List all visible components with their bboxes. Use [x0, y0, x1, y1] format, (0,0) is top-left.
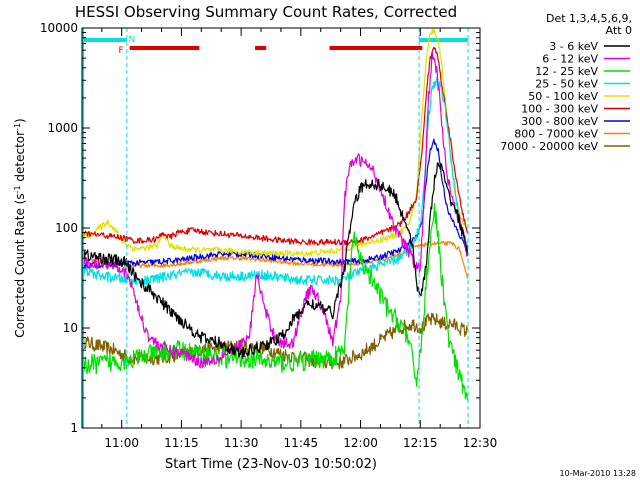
legend-label-8: 7000 - 20000 keV	[500, 140, 598, 153]
y-axis-label-exp-2: -1	[13, 123, 22, 131]
x-tick-label-5: 12:15	[403, 436, 438, 450]
y-tick-label-4: 10000	[40, 21, 78, 35]
axes: 11:00 11:15 11:30 11:45 12:00 12:15 12:30 1 10 10…	[40, 21, 497, 450]
series-line-5	[82, 46, 469, 246]
legend-label-0: 3 - 6 keV	[549, 40, 598, 53]
x-tick-label-0: 11:00	[104, 436, 139, 450]
series-line-4	[82, 28, 469, 258]
series-line-6	[82, 138, 469, 269]
y-axis-label-exp-1: -1	[13, 185, 22, 193]
legend-label-6: 300 - 800 keV	[521, 115, 598, 128]
x-tick-label-1: 11:15	[164, 436, 199, 450]
flare-flag-bar-0	[129, 46, 200, 50]
y-tick-label-3: 1000	[47, 121, 78, 135]
y-axis-label: Corrected Count Rate (s-1 detector-1)	[13, 118, 27, 337]
legend-label-5: 100 - 300 keV	[521, 103, 598, 116]
series-line-1	[82, 52, 469, 369]
footer-date: 10-Mar-2010 13:28	[560, 469, 637, 478]
legend-label-3: 25 - 50 keV	[535, 78, 598, 91]
y-axis-label-mid: detector	[13, 131, 27, 186]
x-tick-label-4: 12:00	[343, 436, 378, 450]
y-axis-label-base: Corrected Count Rate (s	[13, 193, 27, 337]
night-flag-bar-1	[419, 38, 469, 42]
series-layer	[82, 28, 469, 401]
x-axis-label: Start Time (23-Nov-03 10:50:02)	[165, 457, 377, 472]
legend-header-line-1: Det 1,3,4,5,6,9,	[546, 12, 632, 25]
legend-label-1: 6 - 12 keV	[542, 53, 598, 66]
night-flag-bar-0	[82, 38, 127, 42]
x-tick-label-6: 12:30	[463, 436, 498, 450]
plot-frame	[81, 27, 481, 429]
y-tick-label-2: 100	[55, 221, 78, 235]
flag-boundary-lines	[82, 28, 469, 428]
chart-title: HESSI Observing Summary Count Rates, Cor…	[75, 3, 457, 21]
legend-label-2: 12 - 25 keV	[535, 65, 598, 78]
series-line-2	[82, 203, 469, 401]
x-tick-label-2: 11:30	[224, 436, 259, 450]
x-tick-label-3: 11:45	[284, 436, 319, 450]
series-line-3	[82, 77, 469, 288]
legend-header-line-2: Att 0	[606, 24, 632, 37]
y-tick-label-0: 1	[70, 421, 78, 435]
flare-flag-bar-2	[329, 46, 423, 50]
flare-flag-bar-1	[255, 46, 267, 50]
series-line-0	[82, 162, 469, 359]
legend-label-7: 800 - 7000 keV	[514, 128, 598, 141]
night-flag-label: N	[128, 35, 135, 45]
y-axis-label-end: )	[13, 118, 27, 123]
legend-label-4: 50 - 100 keV	[528, 90, 598, 103]
y-tick-label-1: 10	[63, 321, 78, 335]
flare-flag-label: F	[119, 46, 124, 56]
observing-flags: NF	[82, 35, 469, 56]
